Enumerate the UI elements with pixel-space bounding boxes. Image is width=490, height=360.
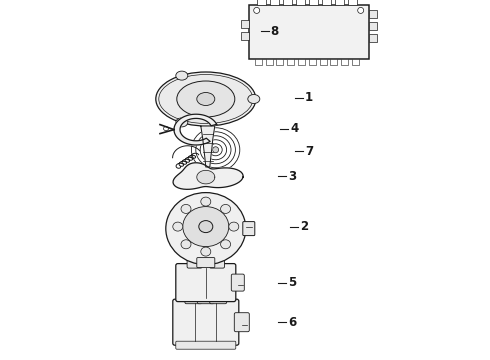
FancyBboxPatch shape: [176, 341, 236, 349]
Bar: [270, 0, 279, 5]
Ellipse shape: [164, 127, 169, 131]
Polygon shape: [201, 126, 215, 167]
Bar: [249, 5, 368, 59]
Bar: [255, 59, 262, 66]
Bar: [341, 59, 348, 66]
Text: 3: 3: [288, 170, 296, 183]
Bar: [287, 59, 294, 66]
Text: 6: 6: [288, 316, 296, 329]
Polygon shape: [197, 170, 215, 184]
FancyBboxPatch shape: [197, 291, 214, 304]
Bar: [241, 21, 249, 28]
Bar: [283, 0, 292, 5]
Bar: [368, 22, 377, 30]
Polygon shape: [174, 114, 217, 145]
Ellipse shape: [159, 75, 253, 123]
Text: 2: 2: [300, 220, 308, 233]
FancyBboxPatch shape: [185, 291, 202, 304]
Ellipse shape: [220, 204, 231, 213]
Bar: [352, 59, 359, 66]
Ellipse shape: [201, 197, 211, 206]
Circle shape: [358, 8, 364, 13]
Ellipse shape: [199, 221, 213, 233]
Bar: [368, 10, 377, 18]
Ellipse shape: [229, 222, 239, 231]
Bar: [241, 32, 249, 40]
Bar: [322, 0, 331, 5]
Text: 5: 5: [288, 276, 296, 289]
Bar: [257, 0, 266, 5]
FancyBboxPatch shape: [234, 313, 249, 332]
Text: 7: 7: [305, 145, 313, 158]
Text: 1: 1: [305, 91, 313, 104]
Circle shape: [254, 8, 260, 13]
Bar: [276, 59, 283, 66]
FancyBboxPatch shape: [210, 256, 224, 268]
Bar: [330, 59, 337, 66]
Text: 8: 8: [270, 25, 279, 38]
Bar: [295, 0, 305, 5]
Ellipse shape: [166, 193, 246, 265]
Ellipse shape: [197, 93, 215, 105]
Ellipse shape: [176, 71, 188, 80]
Ellipse shape: [220, 240, 231, 249]
FancyBboxPatch shape: [243, 222, 255, 235]
Bar: [309, 0, 318, 5]
Bar: [298, 59, 305, 66]
FancyBboxPatch shape: [231, 274, 245, 291]
FancyBboxPatch shape: [173, 299, 239, 345]
Text: 4: 4: [290, 122, 298, 135]
FancyBboxPatch shape: [176, 264, 236, 302]
Polygon shape: [173, 163, 243, 189]
Bar: [266, 59, 272, 66]
Bar: [348, 0, 357, 5]
Ellipse shape: [173, 222, 183, 231]
Ellipse shape: [201, 247, 211, 256]
Ellipse shape: [181, 204, 191, 213]
Ellipse shape: [248, 94, 260, 104]
FancyBboxPatch shape: [210, 291, 227, 304]
Ellipse shape: [177, 81, 235, 117]
Ellipse shape: [176, 118, 188, 127]
Bar: [368, 35, 377, 42]
Bar: [309, 59, 316, 66]
Circle shape: [213, 147, 219, 153]
FancyBboxPatch shape: [187, 256, 202, 268]
FancyBboxPatch shape: [197, 258, 215, 267]
Ellipse shape: [156, 72, 256, 126]
Bar: [335, 0, 344, 5]
Ellipse shape: [181, 240, 191, 249]
Bar: [319, 59, 326, 66]
Ellipse shape: [183, 207, 229, 247]
